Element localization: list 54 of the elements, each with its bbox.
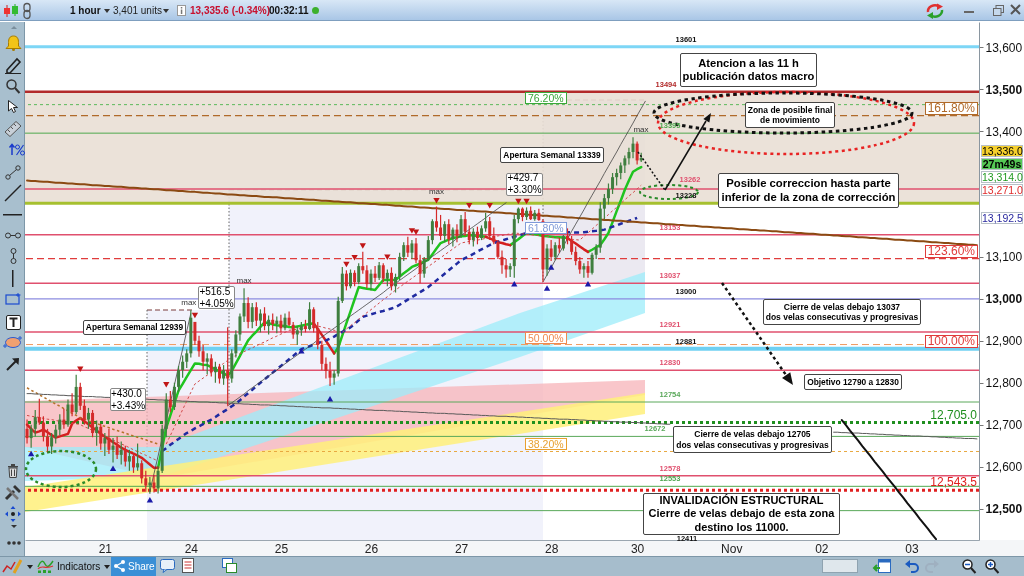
annotation: 50.00% (525, 331, 567, 344)
annotation: +516.5 +4.05% (198, 285, 235, 309)
y-tick-label: 12,800 (985, 376, 1023, 391)
y-tick-label: 13,600 (985, 40, 1023, 55)
ref-line-label: 12,705.0 (930, 407, 977, 422)
annotation: Zona de posible final de movimiento (745, 102, 835, 128)
annotation: 76.20% (525, 91, 567, 104)
annotation: Cierre de velas debajo 13037 dos velas consecutivas y progresivas (763, 299, 921, 325)
x-tick-label: 27 (454, 541, 469, 556)
x-tick-label: 28 (544, 541, 559, 556)
y-tick-label: 12,500 (985, 502, 1023, 517)
annotation: 38.20% (525, 438, 567, 451)
x-tick-label: 26 (364, 541, 379, 556)
annotation: max (181, 298, 197, 308)
annotation: Apertura Semanal 12939 (83, 320, 186, 335)
text: 13,335.6 (-0.34%) (190, 5, 271, 16)
y-tick-label: 13,500 (985, 82, 1023, 97)
annotation: Cierre de velas debajo 12705 dos velas consecutivas y progresivas (673, 426, 832, 453)
text: 3,401 units (113, 5, 162, 16)
x-tick-label: 24 (184, 541, 199, 556)
annotation: 123.60% (924, 243, 978, 258)
annotation: INVALIDACIÓN ESTRUCTURAL Cierre de velas debajo de esta zona destino los 11000. (643, 493, 840, 535)
text: 13,314.0 (981, 171, 1023, 184)
annotation: max (633, 125, 649, 135)
annotation: 161.80% (924, 100, 978, 115)
text: 13,271.0 (981, 184, 1023, 197)
y-tick-label: 12,600 (985, 460, 1023, 475)
x-tick-label: Nov (721, 541, 743, 556)
text: Share (128, 561, 155, 572)
annotation: Objetivo 12790 a 12830 (804, 374, 902, 390)
x-tick-label: 25 (274, 541, 289, 556)
annotation: max (236, 276, 252, 286)
annotation: Posible correccion hasta parte inferior de la zona de corrección (718, 173, 899, 208)
y-tick-label: 13,400 (985, 124, 1023, 139)
annotation: max (428, 186, 445, 196)
ref-line-label: 12,543.5 (930, 475, 977, 490)
annotation: 61.80% (525, 221, 567, 234)
annotation: Atencion a las 11 h publicación datos macro (680, 53, 817, 87)
y-tick-label: 12,900 (985, 334, 1023, 349)
y-tick-label: 13,100 (985, 250, 1023, 265)
y-tick-label: 12,700 (985, 418, 1023, 433)
x-tick-label: 21 (98, 541, 113, 556)
text: 00:32:11 (269, 5, 309, 16)
y-tick-label: 13,000 (985, 292, 1023, 307)
text: 13,192.5 (981, 211, 1023, 224)
annotation: 100.00% (924, 333, 978, 348)
x-tick-label: 03 (905, 541, 919, 556)
text: 27m49s (981, 158, 1023, 171)
text: 1 hour (70, 5, 101, 16)
annotation: Apertura Semanal 13339 (500, 147, 604, 163)
text: Indicators (57, 561, 101, 572)
x-tick-label: 30 (630, 541, 645, 556)
x-tick-label: 02 (815, 541, 829, 556)
annotation: +429.7 +3.30% (506, 172, 543, 196)
